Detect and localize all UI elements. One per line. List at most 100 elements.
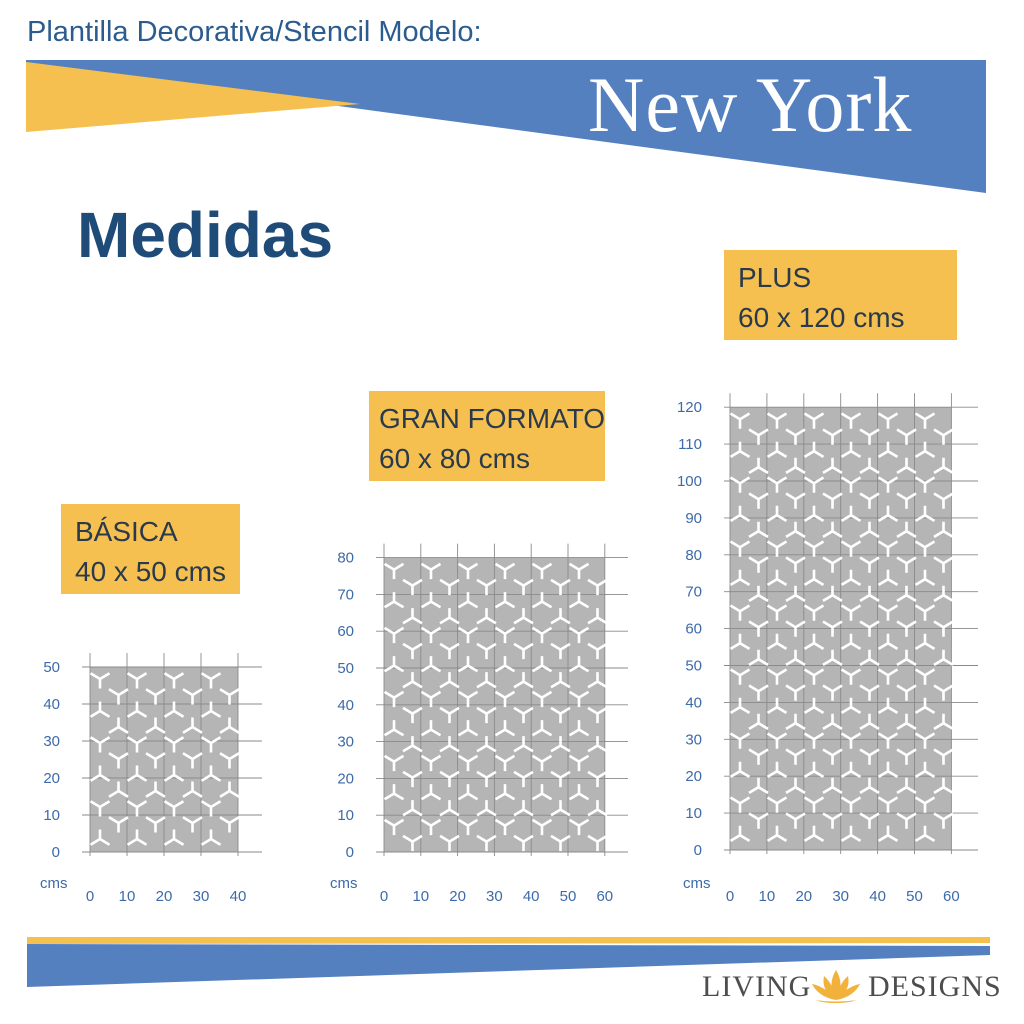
pattern-mark: [200, 672, 222, 689]
x-tick-label: 10: [119, 888, 136, 905]
pattern-mark: [494, 690, 516, 708]
y-tick-label: 10: [685, 805, 702, 822]
size-name: GRAN FORMATO: [379, 403, 606, 434]
pattern-mark: [822, 812, 843, 829]
pattern-mark: [914, 604, 936, 621]
pattern-mark: [933, 428, 954, 445]
pattern-mark: [439, 608, 460, 625]
pattern-mark: [420, 626, 442, 644]
pattern-mark: [840, 697, 862, 715]
pattern-mark: [729, 761, 751, 779]
pattern-mark: [402, 736, 423, 753]
pattern-mark: [729, 633, 751, 651]
pattern-mark: [550, 800, 571, 817]
model-name: New York: [588, 61, 913, 148]
pattern-mark: [729, 505, 751, 523]
pattern-mark: [914, 540, 936, 557]
pattern-mark: [476, 608, 497, 625]
pattern-mark: [896, 556, 917, 573]
pattern-mark: [89, 672, 111, 689]
pattern-mark: [420, 720, 442, 737]
pattern-mark: [200, 800, 222, 817]
unit-label: cms: [330, 875, 358, 892]
pattern-mark: [383, 626, 405, 644]
pattern-mark: [785, 649, 806, 667]
size-dims: 60 x 80 cms: [379, 443, 530, 474]
y-tick-label: 70: [337, 586, 354, 603]
pattern-mark: [822, 556, 843, 573]
pattern-mark: [859, 649, 880, 667]
pattern-mark: [457, 754, 479, 772]
pattern-mark: [859, 585, 880, 603]
pattern-mark: [859, 428, 880, 445]
pattern-mark: [200, 701, 222, 718]
pattern-mark: [531, 656, 553, 673]
pattern-mark: [200, 765, 222, 782]
x-tick-label: 50: [906, 888, 923, 905]
pattern-mark: [494, 656, 516, 673]
size-name: BÁSICA: [75, 516, 178, 547]
pattern-mark: [729, 697, 751, 715]
size-box-gran-formato: GRAN FORMATO 60 x 80 cms: [369, 391, 605, 481]
size-box-plus: PLUS 60 x 120 cms: [724, 250, 957, 340]
pattern-mark: [513, 578, 534, 596]
pattern-mark: [402, 800, 423, 817]
pattern-mark: [877, 697, 899, 715]
pattern-mark: [785, 713, 806, 731]
pattern-mark: [766, 697, 788, 715]
pattern-mark: [803, 604, 825, 621]
pattern-mark: [457, 592, 479, 609]
y-tick-label: 10: [337, 807, 354, 824]
x-tick-label: 0: [726, 888, 734, 905]
y-tick-label: 100: [677, 473, 702, 490]
pattern-mark: [933, 620, 954, 637]
pattern-mark: [568, 720, 590, 737]
pattern-mark: [840, 668, 862, 685]
pattern-mark: [822, 585, 843, 603]
pattern-mark: [182, 752, 203, 769]
pattern-mark: [145, 688, 166, 705]
pattern-mark: [587, 834, 608, 852]
pattern-mark: [933, 748, 954, 765]
pattern-mark: [803, 732, 825, 749]
pattern-mark: [89, 701, 111, 718]
pattern-mark: [766, 441, 788, 459]
pattern-mark: [568, 562, 590, 580]
pattern-mark: [126, 672, 148, 689]
x-tick-label: 40: [230, 888, 247, 905]
pattern-mark: [383, 754, 405, 772]
pattern-mark: [587, 608, 608, 625]
hex-pattern: [89, 672, 240, 846]
pattern-mark: [840, 540, 862, 557]
pattern-mark: [840, 761, 862, 779]
x-tick-label: 20: [156, 888, 173, 905]
pattern-mark: [513, 770, 534, 788]
pattern-mark: [933, 812, 954, 829]
pattern-mark: [182, 816, 203, 833]
pattern-mark: [145, 717, 166, 734]
pattern-mark: [200, 829, 222, 846]
unit-label: cms: [683, 875, 711, 892]
pattern-mark: [457, 818, 479, 836]
pattern-mark: [439, 834, 460, 852]
pattern-mark: [785, 492, 806, 509]
x-tick-label: 30: [193, 888, 210, 905]
pattern-mark: [766, 412, 788, 429]
pattern-mark: [420, 784, 442, 801]
pattern-mark: [859, 713, 880, 731]
pattern-mark: [476, 800, 497, 817]
pattern-mark: [89, 800, 111, 817]
pattern-mark: [513, 672, 534, 689]
x-tick-label: 20: [449, 888, 466, 905]
pattern-mark: [859, 812, 880, 829]
pattern-mark: [840, 505, 862, 523]
pattern-mark: [748, 684, 769, 701]
brand-word-living: LIVING: [702, 970, 812, 1003]
pattern-mark: [383, 818, 405, 836]
pattern-mark: [840, 825, 862, 843]
pattern-mark: [896, 649, 917, 667]
pattern-mark: [476, 834, 497, 852]
pattern-mark: [587, 770, 608, 788]
